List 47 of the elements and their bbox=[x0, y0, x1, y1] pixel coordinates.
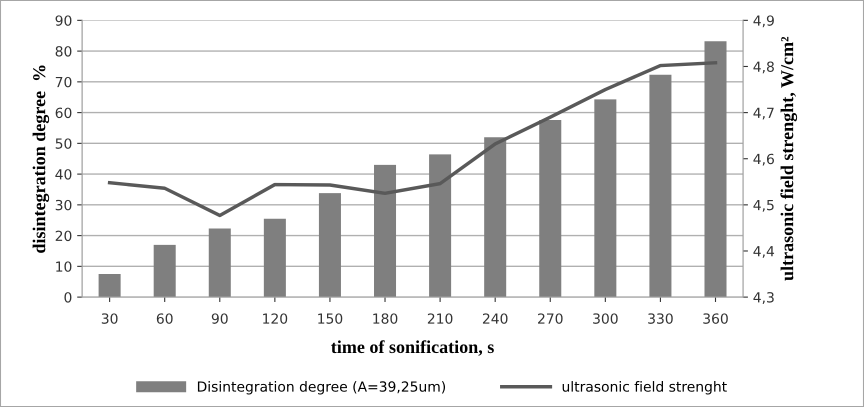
y-axis-title: disintegration degree % bbox=[32, 66, 50, 253]
x-axis-title: time of sonification, s bbox=[331, 340, 494, 356]
y2-tick-label: 4,9 bbox=[753, 15, 774, 28]
y2-tick-label: 4,5 bbox=[753, 200, 774, 212]
y-tick-label: 50 bbox=[56, 138, 72, 149]
bar bbox=[429, 154, 452, 298]
x-tick-label: 360 bbox=[703, 313, 728, 324]
y-tick-label: 10 bbox=[56, 261, 72, 272]
bar bbox=[594, 99, 616, 298]
bar bbox=[484, 137, 506, 298]
y-tick-label: 0 bbox=[64, 292, 72, 303]
bar bbox=[374, 164, 396, 298]
y-tick-label: 80 bbox=[56, 46, 72, 57]
legend-label: Disintegration degree (A=39,25um) bbox=[198, 381, 446, 394]
y-tick-label: 40 bbox=[55, 169, 72, 180]
x-tick-label: 270 bbox=[538, 313, 563, 324]
x-tick-label: 120 bbox=[263, 313, 288, 324]
y2-axis-title: ultrasonic field strenght, W/cm² bbox=[780, 36, 798, 281]
x-tick-label: 300 bbox=[593, 313, 618, 324]
bar bbox=[98, 274, 121, 298]
bar bbox=[539, 120, 562, 298]
y2-tick-label: 4,7 bbox=[753, 108, 774, 120]
x-tick-label: 60 bbox=[156, 313, 173, 324]
bar bbox=[154, 244, 176, 298]
x-tick-label: 150 bbox=[318, 313, 342, 324]
x-tick-label: 30 bbox=[102, 313, 118, 324]
y-tick-label: 60 bbox=[56, 108, 72, 118]
y-tick-label: 30 bbox=[56, 200, 72, 210]
bar bbox=[649, 74, 672, 298]
x-tick-label: 240 bbox=[482, 313, 508, 324]
bar bbox=[704, 41, 727, 298]
y2-tick-label: 4,6 bbox=[753, 154, 774, 166]
line-series bbox=[108, 61, 718, 218]
y-tick-label: 90 bbox=[56, 15, 72, 26]
y2-tick-label: 4,3 bbox=[753, 292, 774, 304]
y2-tick-label: 4,4 bbox=[753, 246, 774, 258]
bar bbox=[208, 228, 231, 298]
x-tick-label: 210 bbox=[428, 313, 452, 324]
legend-label: ultrasonic field strenght bbox=[562, 381, 727, 394]
x-tick-label: 330 bbox=[648, 313, 673, 324]
y-tick-label: 20 bbox=[56, 230, 72, 242]
y-tick-label: 70 bbox=[56, 76, 72, 88]
bar bbox=[264, 218, 286, 298]
y2-tick-label: 4,8 bbox=[753, 61, 774, 74]
x-tick-label: 180 bbox=[373, 313, 398, 324]
bar bbox=[318, 193, 341, 298]
x-tick-label: 90 bbox=[212, 313, 228, 324]
